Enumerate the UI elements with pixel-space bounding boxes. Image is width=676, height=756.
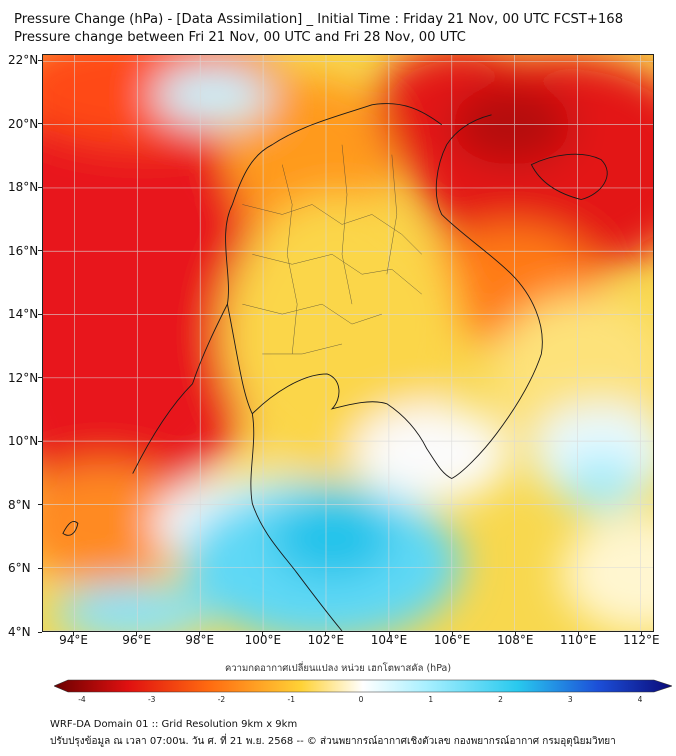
lon-tick: [577, 632, 579, 636]
lon-tick: [388, 632, 390, 636]
colorbar-tick-label: 2: [498, 695, 503, 704]
lon-label: 96°E: [122, 633, 152, 647]
colorbar-tick-label: -2: [217, 695, 226, 704]
lat-tick: [38, 567, 42, 569]
lon-tick: [514, 632, 516, 636]
lat-label: 12°N: [8, 370, 39, 385]
lat-tick: [38, 440, 42, 442]
lat-label: 6°N: [8, 561, 31, 576]
lat-label: 4°N: [8, 625, 31, 639]
lon-label: 108°E: [496, 633, 534, 647]
footer-credit: ปรับปรุงข้อมูล ณ เวลา 07:00น. วัน ศ. ที่…: [50, 736, 616, 747]
map-title: Pressure Change (hPa) - [Data Assimilati…: [14, 12, 624, 27]
colorbar-tick-label: 1: [428, 695, 434, 704]
pressure-change-map: [42, 54, 654, 632]
lat-tick: [38, 377, 42, 379]
colorbar-tick-label: 3: [567, 695, 573, 704]
footer-model-info: WRF-DA Domain 01 :: Grid Resolution 9km …: [50, 719, 298, 730]
field-blobs: [43, 55, 653, 631]
coastlines: [62, 103, 608, 631]
lat-tick: [38, 250, 42, 252]
lon-label: 106°E: [433, 633, 471, 647]
colorbar-title: ความกดอากาศเปลี่ยนแปลง หน่วย เฮกโตพาสคัล…: [224, 663, 452, 674]
lat-label: 8°N: [8, 497, 31, 512]
lat-tick: [38, 504, 42, 506]
lat-tick: [38, 631, 42, 633]
lat-label: 10°N: [8, 434, 39, 449]
colorbar-bar: [54, 679, 672, 693]
colorbar-tick-label: -3: [147, 695, 156, 704]
lon-tick: [451, 632, 453, 636]
colorbar-tick-label: 0: [358, 695, 364, 704]
lon-label: 94°E: [59, 633, 88, 647]
gridlines: [43, 55, 653, 631]
lat-label: 16°N: [8, 243, 39, 258]
lat-tick: [38, 59, 42, 61]
lat-tick: [38, 313, 42, 315]
lon-label: 110°E: [560, 633, 597, 647]
lat-tick: [38, 123, 42, 125]
lon-tick: [325, 632, 327, 636]
lon-tick: [199, 632, 201, 636]
lon-label: 102°E: [307, 633, 345, 647]
map-field: [43, 55, 653, 631]
lat-label: 14°N: [8, 307, 39, 322]
lon-tick: [640, 632, 642, 636]
lon-tick: [73, 632, 75, 636]
lat-label: 20°N: [8, 116, 39, 131]
colorbar-tick-label: 4: [637, 695, 643, 704]
lon-tick: [136, 632, 138, 636]
colorbar: [54, 679, 672, 693]
colorbar-tick-label: -4: [78, 695, 86, 704]
lon-label: 112°E: [623, 633, 660, 647]
lat-label: 18°N: [8, 180, 39, 195]
province-borders: [242, 144, 422, 355]
lon-label: 98°E: [185, 633, 215, 647]
lat-label: 22°N: [8, 53, 39, 68]
colorbar-tick-label: -1: [287, 695, 295, 704]
lon-label: 104°E: [370, 633, 408, 647]
lon-label: 100°E: [244, 633, 282, 647]
map-subtitle: Pressure change between Fri 21 Nov, 00 U…: [14, 30, 466, 45]
lat-tick: [38, 186, 42, 188]
lon-tick: [262, 632, 264, 636]
